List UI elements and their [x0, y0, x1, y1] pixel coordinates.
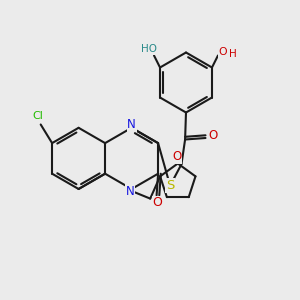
Text: O: O: [172, 150, 181, 164]
Text: O: O: [218, 47, 227, 57]
Text: Cl: Cl: [33, 111, 44, 121]
Text: HO: HO: [141, 44, 157, 54]
Text: S: S: [166, 179, 175, 192]
Text: H: H: [229, 49, 237, 59]
Text: O: O: [208, 129, 217, 142]
Text: O: O: [152, 196, 162, 209]
Text: N: N: [127, 118, 136, 131]
Text: N: N: [125, 185, 134, 198]
